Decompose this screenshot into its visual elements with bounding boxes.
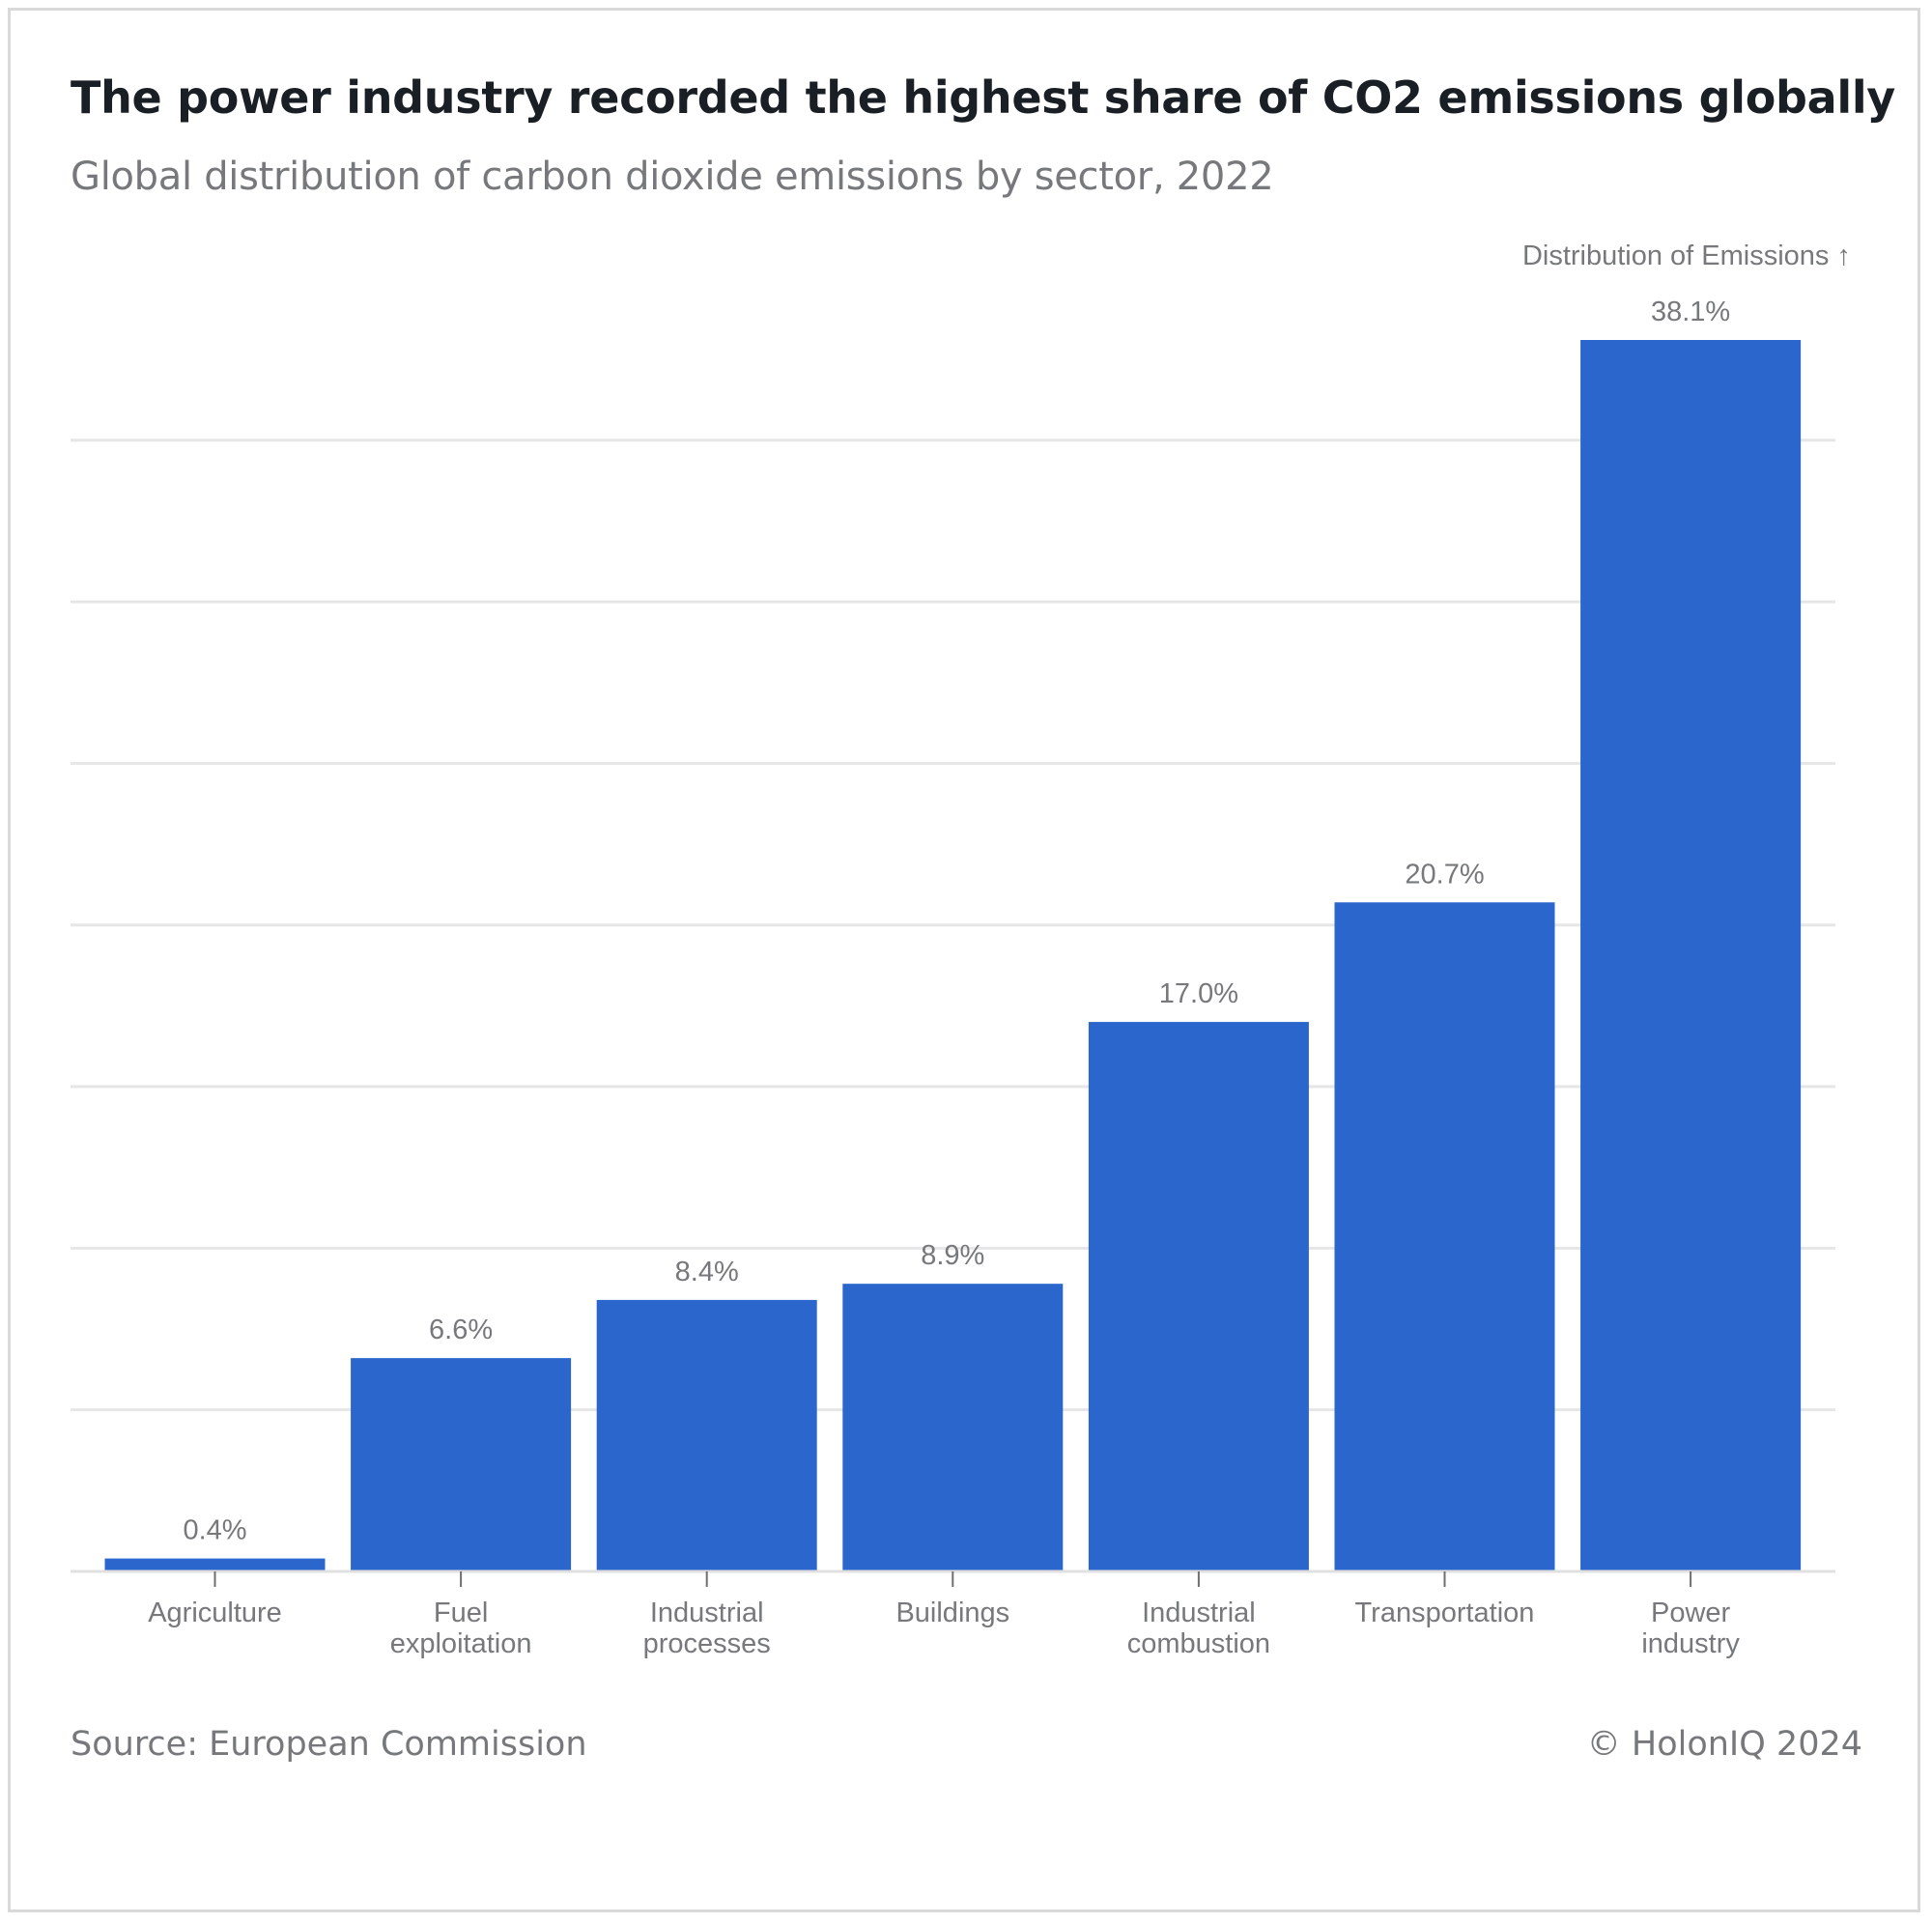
bar-5[interactable] [1088, 1022, 1309, 1571]
x-tick-label-2-line-2: exploitation [390, 1628, 532, 1659]
x-axis: Agriculture FuelexploitationIndustrialpro… [71, 1570, 1835, 1659]
x-tick-label-3-line-2: processes [643, 1628, 771, 1659]
x-tick-label-7-line-1: Power [1651, 1598, 1731, 1628]
data-label-7: 38.1% [1651, 297, 1730, 327]
bar-2[interactable] [351, 1358, 572, 1571]
data-label-5: 17.0% [1159, 978, 1238, 1009]
copyright-note: © HolonIQ 2024 [1586, 1725, 1862, 1764]
bar-4[interactable] [842, 1284, 1064, 1571]
x-tick-label-3-line-1: Industrial [650, 1598, 764, 1628]
x-tick-label-1: Agriculture [148, 1598, 282, 1628]
data-label-1: 0.4% [183, 1515, 246, 1546]
x-tick-label-5-line-2: combustion [1127, 1628, 1270, 1659]
x-tick-label-7-line-2: industry [1641, 1628, 1740, 1659]
bar-3[interactable] [596, 1299, 817, 1571]
x-tick-label-5-line-1: Industrial [1142, 1598, 1256, 1628]
data-label-3: 8.4% [675, 1257, 739, 1287]
chart-subtitle: Global distribution of carbon dioxide em… [71, 155, 1274, 199]
x-tick-label-6: Transportation [1355, 1598, 1535, 1628]
bar-6[interactable] [1334, 902, 1555, 1571]
data-label-4: 8.9% [921, 1240, 984, 1271]
bars: 0.4% 6.6% 8.4% 8.9% 17.0% 20.7% 38.1% [104, 297, 1802, 1571]
data-label-2: 6.6% [429, 1315, 493, 1345]
x-tick-label-2-line-1: Fuel [434, 1598, 488, 1628]
chart-title: The power industry recorded the highest … [71, 71, 1895, 124]
bar-1[interactable] [104, 1558, 326, 1571]
y-axis-title: Distribution of Emissions ↑ [1522, 240, 1851, 271]
source-note: Source: European Commission [71, 1725, 587, 1764]
x-tick-label-4: Buildings [895, 1598, 1009, 1628]
bar-7[interactable] [1580, 340, 1802, 1571]
data-label-6: 20.7% [1405, 859, 1484, 890]
